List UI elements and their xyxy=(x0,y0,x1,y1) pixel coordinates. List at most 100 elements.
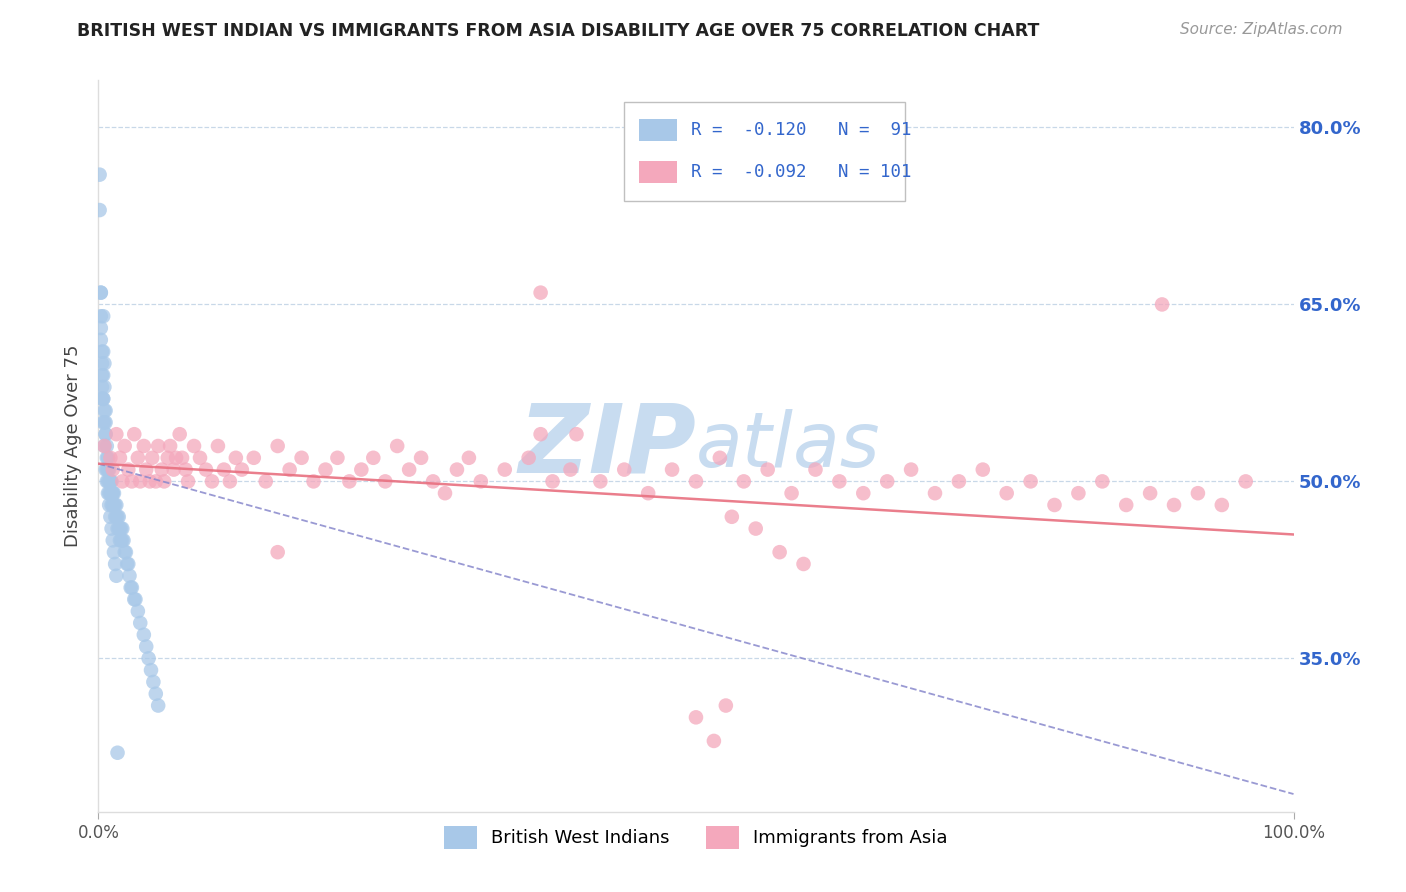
Point xyxy=(219,475,242,489)
Point xyxy=(103,486,125,500)
Point xyxy=(254,475,277,489)
Point xyxy=(91,392,114,406)
Point xyxy=(560,462,582,476)
Point xyxy=(107,746,129,760)
Point xyxy=(110,533,132,548)
Point xyxy=(118,568,141,582)
Point xyxy=(153,475,176,489)
Point xyxy=(411,450,433,465)
Point xyxy=(132,628,155,642)
Text: R =  -0.120   N =  91: R = -0.120 N = 91 xyxy=(692,121,911,139)
Point xyxy=(434,486,457,500)
Point xyxy=(326,450,349,465)
Point xyxy=(780,486,803,500)
Point xyxy=(114,439,136,453)
Point xyxy=(1211,498,1233,512)
Point xyxy=(169,427,191,442)
Point xyxy=(94,462,117,476)
Point xyxy=(89,168,111,182)
Point xyxy=(852,486,875,500)
Point xyxy=(104,498,127,512)
Point xyxy=(93,439,115,453)
Point xyxy=(138,651,160,665)
Point xyxy=(127,450,149,465)
Point xyxy=(900,462,922,476)
Point xyxy=(165,450,187,465)
Point xyxy=(96,475,118,489)
Point xyxy=(100,498,122,512)
Point xyxy=(90,310,112,324)
Point xyxy=(530,285,553,300)
Point xyxy=(339,475,361,489)
Text: R =  -0.092   N = 101: R = -0.092 N = 101 xyxy=(692,162,911,181)
Point xyxy=(96,462,118,476)
Point xyxy=(374,475,396,489)
Point xyxy=(494,462,516,476)
Point xyxy=(112,533,135,548)
Point xyxy=(97,462,120,476)
Point xyxy=(995,486,1018,500)
FancyBboxPatch shape xyxy=(624,103,905,201)
Point xyxy=(315,462,337,476)
Point xyxy=(145,475,167,489)
Point xyxy=(111,475,134,489)
Point xyxy=(111,533,134,548)
Y-axis label: Disability Age Over 75: Disability Age Over 75 xyxy=(65,344,83,548)
Point xyxy=(385,439,409,453)
Point xyxy=(1139,486,1161,500)
Point xyxy=(225,450,247,465)
Point xyxy=(183,439,205,453)
Point xyxy=(129,615,152,630)
Point xyxy=(120,581,142,595)
Point xyxy=(363,450,385,465)
Point xyxy=(876,475,898,489)
Point xyxy=(721,509,744,524)
Point xyxy=(637,486,659,500)
Point xyxy=(685,710,707,724)
Point xyxy=(398,462,420,476)
Point xyxy=(101,486,124,500)
Point xyxy=(530,427,553,442)
Point xyxy=(101,533,124,548)
Point xyxy=(1163,498,1185,512)
Point xyxy=(97,475,120,489)
Point xyxy=(685,475,707,489)
Point xyxy=(163,462,186,476)
Point xyxy=(948,475,970,489)
Point xyxy=(104,557,127,571)
Point xyxy=(703,734,725,748)
Point xyxy=(139,475,162,489)
Point xyxy=(117,462,139,476)
Point xyxy=(142,675,165,690)
Point xyxy=(90,285,112,300)
Point xyxy=(243,450,266,465)
Point xyxy=(107,522,129,536)
Point xyxy=(98,450,122,465)
Point xyxy=(422,475,444,489)
Point xyxy=(129,475,152,489)
Point xyxy=(972,462,994,476)
Point xyxy=(148,698,170,713)
Point xyxy=(1091,475,1114,489)
Point xyxy=(91,416,114,430)
Point xyxy=(91,380,114,394)
Point xyxy=(97,486,120,500)
Point xyxy=(291,450,314,465)
Point xyxy=(446,462,468,476)
Point xyxy=(156,450,179,465)
Point xyxy=(103,498,125,512)
Point xyxy=(267,545,290,559)
Point xyxy=(793,557,815,571)
Point xyxy=(565,427,588,442)
Point xyxy=(93,356,115,370)
FancyBboxPatch shape xyxy=(638,161,676,183)
Point xyxy=(135,640,157,654)
Point xyxy=(91,392,114,406)
Point xyxy=(613,462,636,476)
Point xyxy=(756,462,779,476)
Point xyxy=(94,427,117,442)
Point xyxy=(188,450,211,465)
Point xyxy=(1043,498,1066,512)
Point xyxy=(1067,486,1090,500)
Text: Source: ZipAtlas.com: Source: ZipAtlas.com xyxy=(1180,22,1343,37)
